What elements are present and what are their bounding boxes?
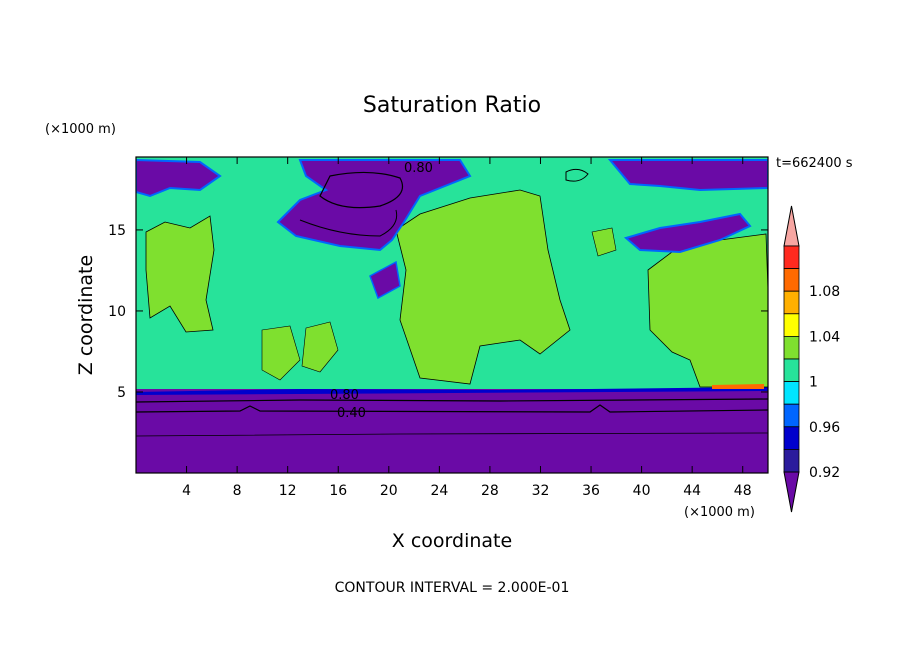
colorbar-swatch (783, 358, 800, 383)
y-tick-label: 5 (117, 385, 126, 401)
colorbar-label: 1.08 (809, 284, 840, 300)
contour-lowest (136, 432, 768, 437)
colorbar-swatch (783, 426, 800, 450)
contour-040 (136, 404, 768, 413)
colorbar-swatch (783, 245, 800, 270)
x-tick-label: 4 (182, 483, 191, 499)
x-axis-label: X coordinate (392, 530, 512, 552)
y-axis-ticks: 5 10 15 (108, 223, 768, 401)
contour-label: 0.80 (330, 388, 359, 403)
contour-field (136, 157, 768, 473)
x-tick-label: 40 (633, 483, 651, 499)
x-tick-label: 28 (481, 483, 499, 499)
patch-small-3 (591, 227, 617, 257)
x-unit-label: (×1000 m) (684, 505, 755, 520)
patch-center (395, 189, 571, 385)
x-tick-label: 32 (532, 483, 550, 499)
x-tick-label: 44 (683, 483, 701, 499)
patch-small-1 (261, 325, 301, 381)
colorbar-swatch (783, 448, 800, 473)
colorbar-under-triangle (783, 471, 800, 513)
dry-right-band (623, 212, 752, 254)
x-tick-label: 8 (233, 483, 242, 499)
colorbar-label: 1 (809, 375, 818, 391)
dry-small (369, 260, 401, 300)
contour-label: 0.40 (337, 406, 366, 421)
x-tick-label: 48 (734, 483, 752, 499)
patch-left (145, 215, 215, 333)
contour-080-upper (319, 171, 404, 209)
colorbar-swatch (783, 381, 800, 405)
time-label: t=662400 s (776, 156, 853, 171)
x-tick-label: 36 (582, 483, 600, 499)
colorbar-swatch (783, 335, 800, 360)
x-axis-ticks: 4 8 12 16 20 24 28 32 36 40 44 48 (182, 157, 752, 499)
colorbar-swatch (783, 403, 800, 428)
moist-spot (712, 384, 764, 389)
lower-dry-layer (136, 389, 768, 473)
colorbar-label: 0.96 (809, 420, 840, 436)
lower-boundary-band (136, 387, 768, 395)
dry-top-left (136, 158, 222, 198)
y-unit-label: (×1000 m) (45, 122, 116, 137)
dry-top-right (607, 159, 768, 192)
colorbar-swatch (783, 313, 800, 337)
x-tick-label: 12 (279, 483, 297, 499)
colorbar-label: 1.04 (809, 329, 840, 345)
plot-frame (135, 156, 769, 474)
colorbar: 0.92 0.96 1 1.04 1.08 (783, 205, 840, 513)
x-tick-label: 16 (329, 483, 347, 499)
colorbar-label: 0.92 (809, 465, 840, 481)
y-tick-label: 15 (108, 223, 126, 239)
contour-label: 0.80 (404, 161, 433, 176)
y-axis-label: Z coordinate (75, 255, 97, 375)
contour-interval-footer: CONTOUR INTERVAL = 2.000E-01 (335, 580, 570, 596)
contour-080-lower (136, 398, 768, 403)
chart-title: Saturation Ratio (363, 93, 541, 118)
colorbar-swatch (783, 290, 800, 315)
y-tick-label: 10 (108, 304, 126, 320)
colorbar-swatch (783, 268, 800, 292)
x-tick-label: 24 (430, 483, 448, 499)
x-tick-label: 20 (380, 483, 398, 499)
contour-small-ring (565, 168, 589, 182)
patch-small-2 (301, 321, 339, 373)
colorbar-over-triangle (783, 205, 800, 247)
contour-upper-2 (299, 209, 398, 237)
